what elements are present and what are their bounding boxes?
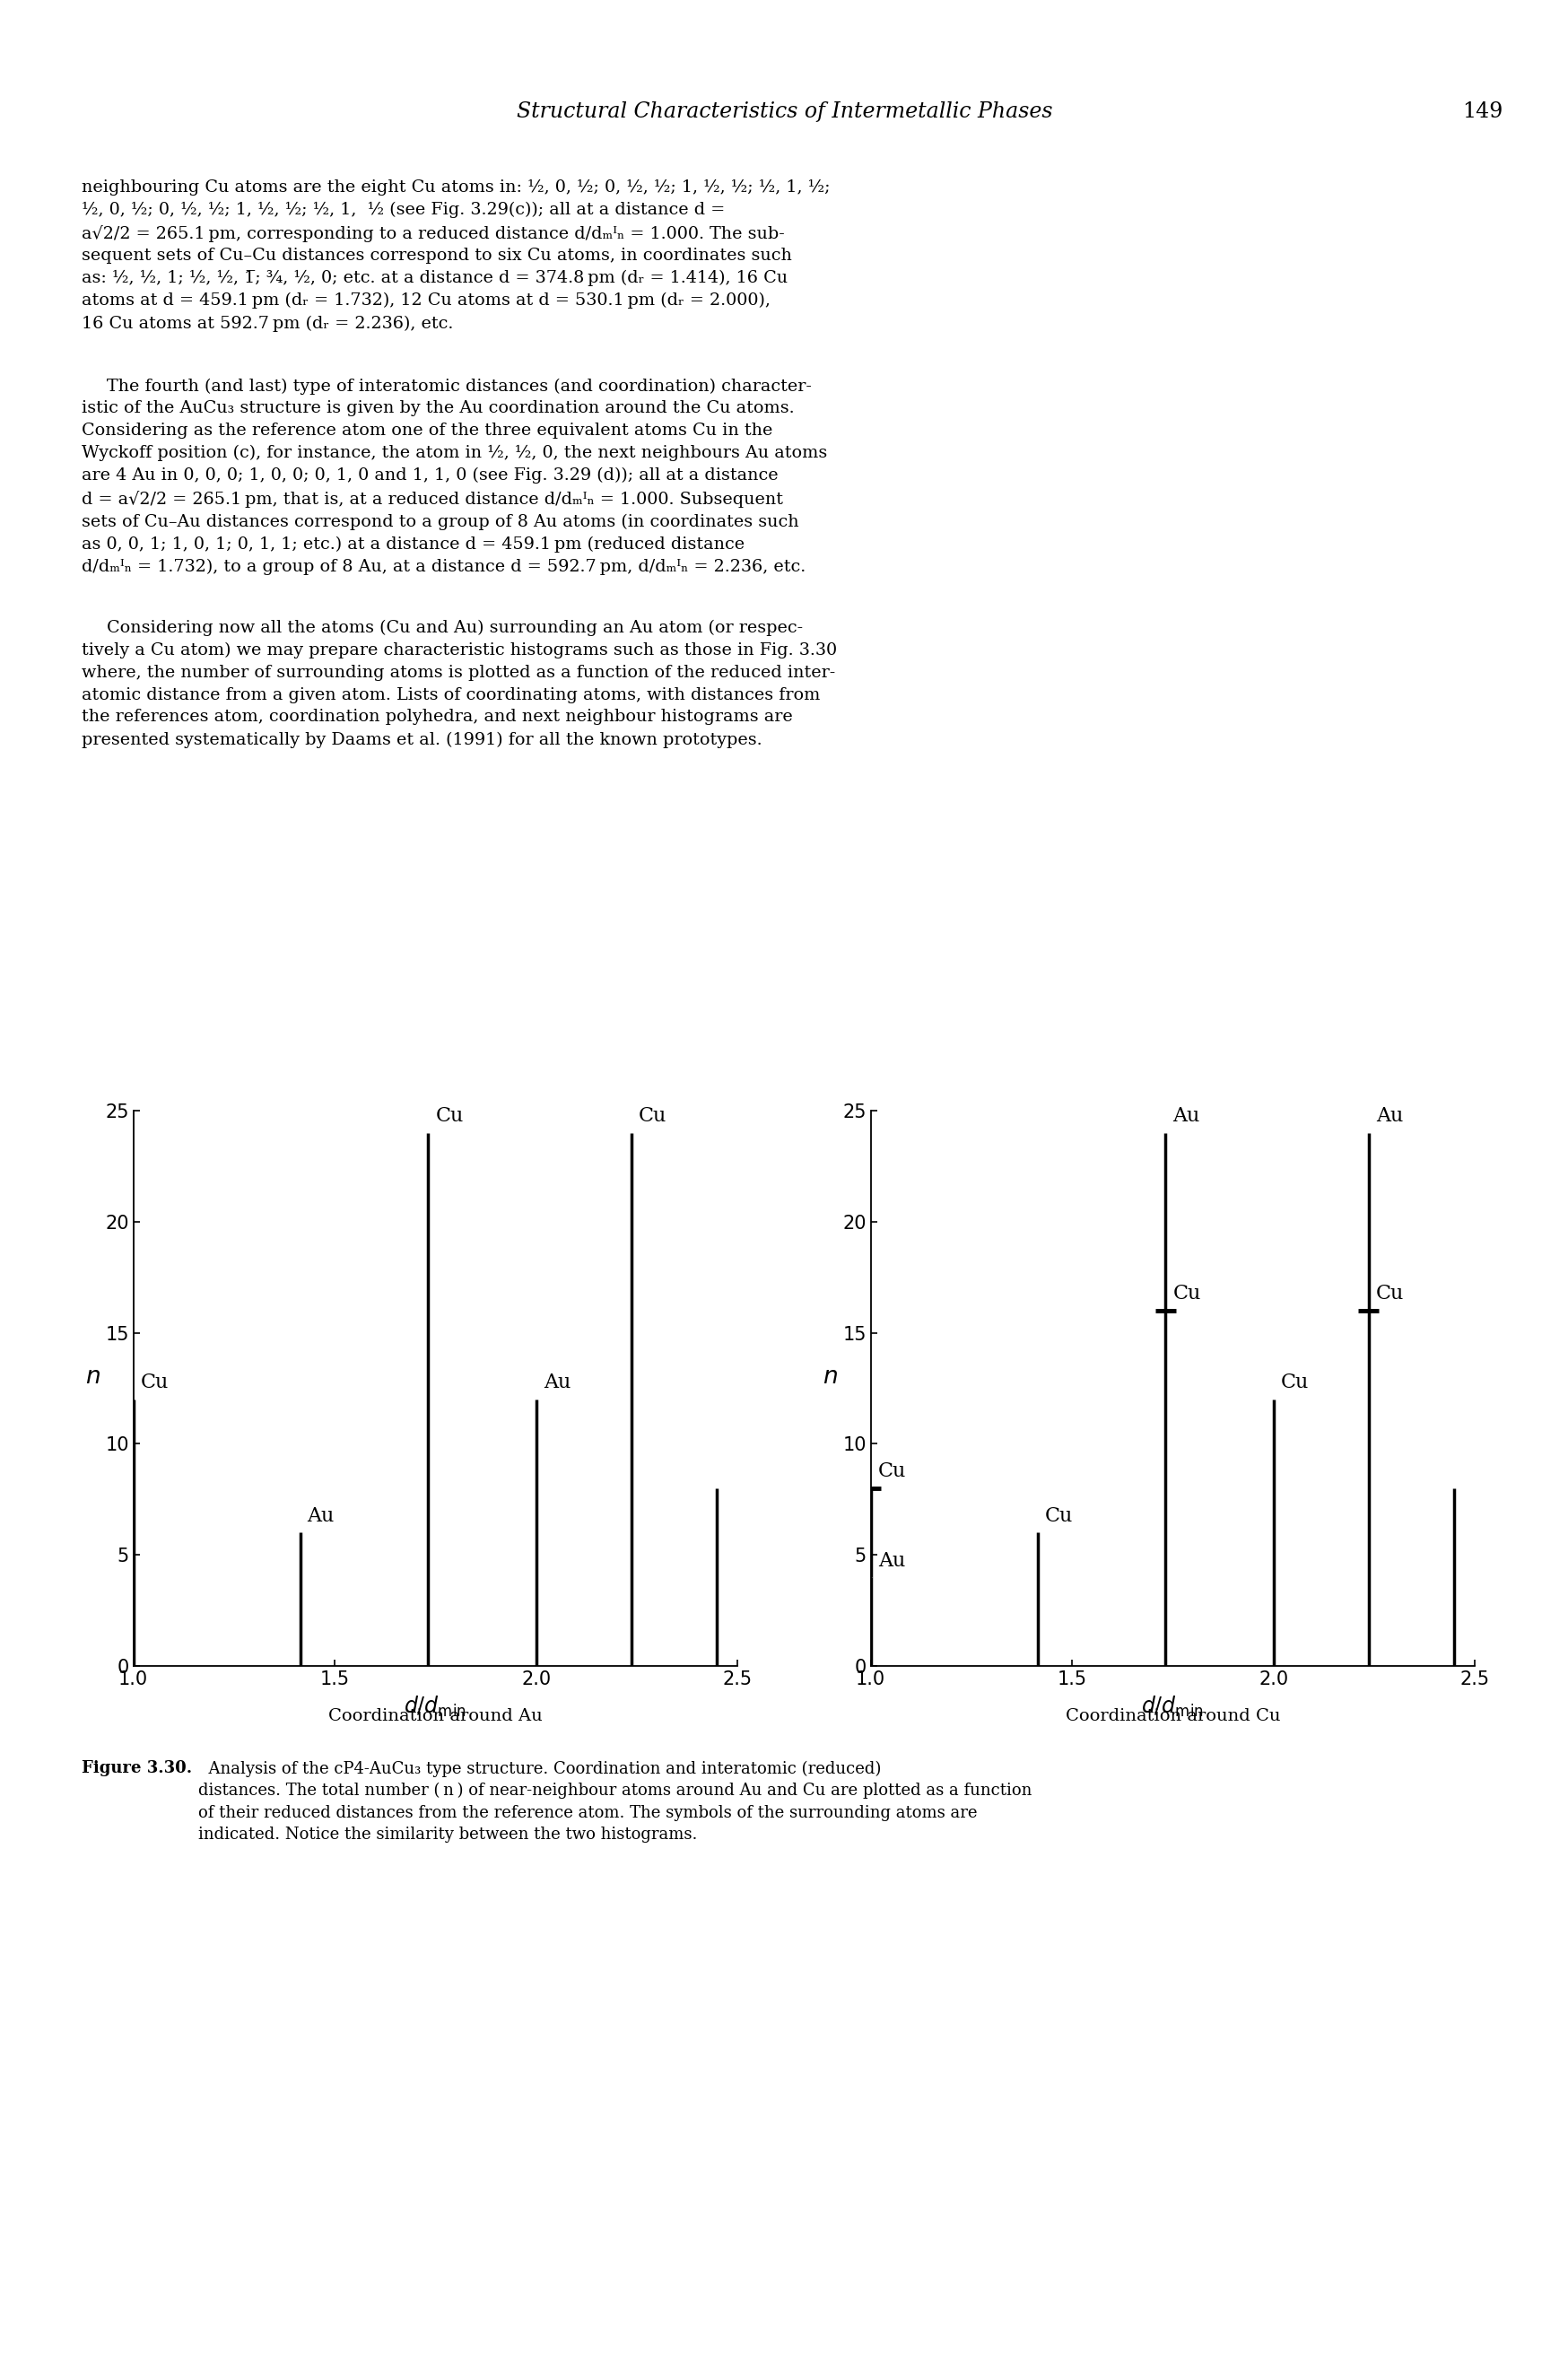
Text: Cu: Cu — [141, 1373, 169, 1392]
Text: Cu: Cu — [638, 1106, 666, 1127]
Text: Au: Au — [543, 1373, 571, 1392]
Text: Au: Au — [1375, 1106, 1402, 1127]
Text: Cu: Cu — [1044, 1505, 1073, 1526]
Y-axis label: $n$: $n$ — [85, 1366, 100, 1387]
Text: Au: Au — [878, 1550, 905, 1571]
Text: Au: Au — [307, 1505, 334, 1526]
Text: 149: 149 — [1461, 102, 1502, 123]
Y-axis label: $n$: $n$ — [822, 1366, 837, 1387]
Text: Analysis of the cP4-AuCu₃ type structure. Coordination and interatomic (reduced): Analysis of the cP4-AuCu₃ type structure… — [198, 1760, 1032, 1843]
Text: Structural Characteristics of Intermetallic Phases: Structural Characteristics of Intermetal… — [516, 102, 1052, 123]
Text: Cu: Cu — [436, 1106, 463, 1127]
Text: Coordination around Au: Coordination around Au — [328, 1708, 543, 1725]
Text: Cu: Cu — [878, 1463, 906, 1482]
Text: Cu: Cu — [1279, 1373, 1308, 1392]
X-axis label: $d/d_{\rm min}$: $d/d_{\rm min}$ — [1142, 1694, 1203, 1718]
Text: Figure 3.30.: Figure 3.30. — [82, 1760, 191, 1777]
Text: The fourth (and last) type of interatomic distances (and coordination) character: The fourth (and last) type of interatomi… — [82, 378, 826, 574]
Text: Considering now all the atoms (Cu and Au) surrounding an Au atom (or respec-
tiv: Considering now all the atoms (Cu and Au… — [82, 619, 836, 747]
Text: Cu: Cu — [1375, 1283, 1403, 1304]
Text: neighbouring Cu atoms are the eight Cu atoms in: ½, 0, ½; 0, ½, ½; 1, ½, ½; ½, 1: neighbouring Cu atoms are the eight Cu a… — [82, 180, 829, 331]
Text: Au: Au — [1173, 1106, 1200, 1127]
Text: Cu: Cu — [1173, 1283, 1200, 1304]
X-axis label: $d/d_{\rm min}$: $d/d_{\rm min}$ — [405, 1694, 466, 1718]
Text: Coordination around Cu: Coordination around Cu — [1065, 1708, 1279, 1725]
